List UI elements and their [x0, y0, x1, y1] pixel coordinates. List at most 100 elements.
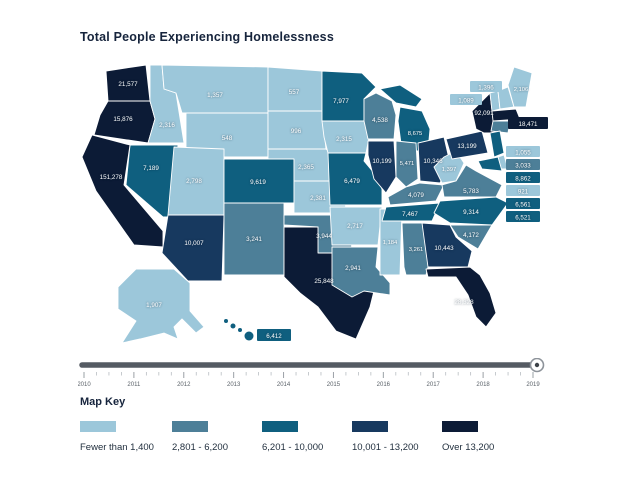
- state-AK[interactable]: [117, 268, 205, 344]
- badge-DC: 6,521: [506, 211, 540, 222]
- state-HI[interactable]: [224, 319, 254, 341]
- label-WI: 4,538: [372, 117, 388, 124]
- label-MI: 8,675: [408, 131, 423, 137]
- axis-year-label: 2010: [78, 382, 91, 388]
- badge-MD: 6,561: [506, 198, 540, 209]
- svg-text:6,521: 6,521: [515, 215, 531, 222]
- state-WV[interactable]: [433, 150, 465, 184]
- badge-VT: 1,089: [450, 94, 482, 105]
- us-choropleth-map: 21,577 15,876 151,278 7,189 2,316 1,357 …: [81, 64, 548, 344]
- legend-swatch-5: [442, 421, 478, 432]
- state-VA[interactable]: [441, 164, 503, 198]
- axis-year-label: 2014: [277, 382, 291, 388]
- state-NJ[interactable]: [489, 130, 505, 158]
- state-AR[interactable]: [329, 206, 383, 246]
- axis-year-label: 2017: [427, 382, 441, 388]
- label-OR: 15,876: [113, 116, 133, 123]
- legend-swatch-3: [262, 421, 298, 432]
- label-WV: 1,397: [442, 167, 457, 173]
- label-KY: 4,079: [408, 192, 424, 199]
- label-AR: 2,717: [347, 223, 363, 230]
- legend-item-5: Over 13,200: [442, 421, 534, 453]
- badge-NH: 1,396: [470, 81, 502, 92]
- label-KS: 2,381: [310, 195, 326, 202]
- legend-label-2: 2,801 - 6,200: [172, 442, 228, 453]
- label-IA: 2,315: [336, 136, 352, 143]
- badge-MA: 18,471: [508, 117, 548, 129]
- label-NC: 9,314: [463, 209, 479, 216]
- state-TN[interactable]: [381, 202, 441, 222]
- state-IL[interactable]: [367, 140, 397, 194]
- state-CT[interactable]: [490, 120, 511, 134]
- label-MS: 1,184: [383, 240, 398, 246]
- label-LA: 2,941: [345, 265, 361, 272]
- label-OK: 3,944: [316, 233, 332, 240]
- label-CA: 151,278: [100, 174, 123, 181]
- state-WI[interactable]: [363, 92, 397, 140]
- legend-swatch-1: [80, 421, 116, 432]
- label-GA: 10,443: [434, 245, 454, 252]
- slider-axis: 2010 2011 2012 2013 2014 2015 2016 2017 2018 2019: [78, 372, 540, 388]
- svg-text:6,412: 6,412: [266, 333, 282, 340]
- label-CO: 9,619: [250, 179, 266, 186]
- axis-year-label: 2016: [377, 382, 391, 388]
- slider-handle[interactable]: [529, 358, 545, 373]
- legend-item-3: 6,201 - 10,000: [262, 421, 354, 453]
- svg-text:1,089: 1,089: [458, 98, 474, 105]
- label-MO: 6,479: [344, 178, 360, 185]
- label-AL: 3,261: [409, 247, 424, 253]
- state-AL[interactable]: [401, 222, 429, 276]
- label-OH: 10,346: [423, 158, 443, 165]
- svg-text:1,396: 1,396: [478, 85, 494, 92]
- small-state-badges: 1,396 1,089 18,471 1,055 3,033 8,862: [257, 81, 548, 341]
- states-layer: [81, 64, 533, 344]
- axis-year-label: 2012: [177, 382, 191, 388]
- label-FL: 28,328: [454, 299, 474, 306]
- map-key-legend: Fewer than 1,400 2,801 - 6,200 6,201 - 1…: [80, 421, 550, 461]
- label-UT: 2,798: [186, 178, 202, 185]
- label-SD: 996: [291, 128, 302, 135]
- state-SC[interactable]: [449, 224, 493, 250]
- label-AZ: 10,007: [184, 240, 204, 247]
- legend-label-3: 6,201 - 10,000: [262, 442, 324, 453]
- legend-label-4: 10,001 - 13,200: [352, 442, 419, 453]
- time-slider: 2010 2011 2012 2013 2014 2015 2016 2017 2018 2019: [78, 358, 545, 388]
- axis-year-label: 2018: [476, 382, 490, 388]
- label-AK: 1,907: [146, 302, 162, 309]
- svg-text:1,055: 1,055: [515, 150, 531, 157]
- state-PA[interactable]: [445, 130, 489, 160]
- state-FL[interactable]: [425, 266, 497, 328]
- badge-DE: 921: [506, 185, 540, 196]
- svg-text:18,471: 18,471: [519, 121, 538, 128]
- axis-year-label: 2015: [327, 382, 341, 388]
- page-title: Total People Experiencing Homelessness: [80, 30, 334, 44]
- state-AZ[interactable]: [161, 214, 225, 282]
- state-LA[interactable]: [331, 246, 391, 298]
- label-PA: 13,199: [457, 143, 477, 150]
- state-MD[interactable]: [477, 156, 503, 172]
- state-IN[interactable]: [395, 140, 419, 188]
- svg-text:3,033: 3,033: [515, 163, 531, 170]
- svg-text:6,561: 6,561: [515, 202, 531, 209]
- legend-swatch-4: [352, 421, 388, 432]
- label-ND: 557: [289, 89, 300, 96]
- state-MI-upper[interactable]: [379, 84, 423, 108]
- badge-HI: 6,412: [257, 329, 291, 341]
- axis-year-label: 2013: [227, 382, 241, 388]
- state-ME[interactable]: [507, 66, 533, 108]
- label-WY: 548: [222, 135, 233, 142]
- label-ID: 2,316: [159, 122, 175, 129]
- label-WA: 21,577: [118, 81, 138, 88]
- badge-NJ: 8,862: [506, 172, 540, 183]
- label-TX: 25,848: [314, 278, 334, 285]
- badge-RI: 1,055: [506, 146, 540, 157]
- badge-CT: 3,033: [506, 159, 540, 170]
- label-TN: 7,467: [402, 211, 418, 218]
- svg-text:8,862: 8,862: [515, 176, 531, 183]
- label-NE: 2,365: [298, 164, 314, 171]
- legend-item-4: 10,001 - 13,200: [352, 421, 444, 453]
- map-key-title: Map Key: [80, 396, 126, 408]
- axis-year-label: 2011: [127, 382, 141, 388]
- label-IL: 10,199: [372, 158, 392, 165]
- label-MT: 1,357: [207, 92, 223, 99]
